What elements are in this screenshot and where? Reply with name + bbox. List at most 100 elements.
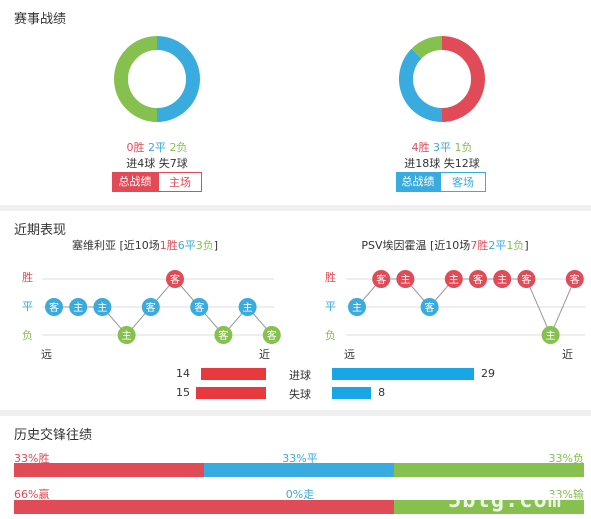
history-loss-pct: 33%负: [548, 452, 584, 465]
left-losses: 2负: [169, 141, 188, 154]
left-form-venue-3: 主: [122, 330, 132, 342]
left-form-point-3[interactable]: [117, 326, 136, 344]
history-draw-pct: 33%平: [282, 452, 318, 465]
left-form-point-1[interactable]: [69, 298, 88, 316]
left-far-label: 远: [41, 348, 52, 361]
history-handicap-bar: [14, 500, 584, 514]
left-form-venue-5: 客: [170, 273, 180, 286]
right-form-point-4[interactable]: [444, 270, 463, 288]
right-near-label: 近: [562, 348, 573, 361]
left-stat-prefix: [近10场: [115, 239, 160, 252]
right-total-record-button[interactable]: 总战绩: [396, 172, 440, 192]
row-label-win-left: 胜: [22, 271, 33, 284]
right-form-venue-4: 主: [449, 274, 459, 286]
left-donut-slice-2: [114, 36, 158, 122]
left-form-venue-9: 客: [267, 329, 277, 342]
left-form-venue-7: 客: [218, 329, 228, 342]
section-title-recent: 近期表现: [14, 223, 67, 238]
left-near-label: 近: [259, 348, 270, 361]
left-form-point-6[interactable]: [190, 298, 209, 316]
right-form-venue-1: 客: [376, 273, 386, 286]
right-form-line: [356, 278, 576, 337]
record-left-goals: 进4球 失7球: [126, 157, 188, 170]
right-form-point-1[interactable]: [372, 270, 391, 288]
left-recent-wins: 1胜: [159, 239, 178, 252]
donut-right: [399, 36, 485, 122]
right-team-name: PSV埃因霍温: [361, 239, 427, 252]
right-donut-slice-1: [399, 48, 443, 122]
right-form-point-5[interactable]: [469, 270, 487, 288]
left-scored-bar: [200, 368, 266, 380]
right-form-venue-3: 客: [425, 301, 435, 314]
donut-left: [114, 36, 200, 122]
left-form-point-8[interactable]: [238, 298, 257, 316]
left-conceded-bar: [196, 387, 266, 399]
left-form-point-7[interactable]: [214, 326, 233, 344]
right-form-point-6[interactable]: [493, 270, 512, 288]
watermark: 5btg.com: [448, 488, 562, 513]
left-stat-suffix: ]: [213, 239, 219, 252]
left-draws: 2平: [148, 141, 166, 154]
right-far-label: 远: [344, 348, 355, 361]
record-right-wdl: 4胜 3平 1负: [382, 139, 502, 155]
row-label-draw-left: 平: [22, 300, 33, 313]
right-form-point-9[interactable]: [565, 270, 584, 288]
section-title-history: 历史交锋往绩: [14, 428, 93, 443]
right-form-point-3[interactable]: [420, 298, 439, 316]
left-form-venue-4: 客: [146, 301, 156, 314]
right-form-point-7[interactable]: [517, 270, 536, 288]
left-home-button[interactable]: 主场: [158, 172, 202, 192]
right-recent-draws: 2平: [488, 239, 507, 252]
hbar1-segment-1: [203, 463, 394, 477]
left-form-point-2[interactable]: [93, 298, 112, 316]
right-form-point-2[interactable]: [396, 270, 415, 288]
conceded-label: 失球: [289, 388, 311, 401]
left-team-name: 塞维利亚: [71, 239, 116, 252]
history-result-bar: [14, 463, 584, 477]
row-label-win-right: 胜: [325, 271, 336, 284]
left-form-venue-1: 主: [73, 302, 83, 314]
right-form-venue-6: 主: [497, 274, 507, 286]
right-conceded-bar: [332, 387, 372, 399]
left-donut-slice-1: [156, 36, 200, 122]
left-form-point-4[interactable]: [141, 298, 160, 316]
right-form-venue-9: 客: [570, 273, 580, 286]
recent-panel: 近期表现 塞维利亚 [近10场1胜6平3负] PSV埃因霍温 [近10场7胜2平…: [0, 211, 591, 410]
hbar2-segment-2: [394, 500, 584, 514]
right-conceded-value: 8: [378, 386, 386, 399]
right-form-venue-7: 客: [521, 273, 531, 286]
right-form-venue-0: 主: [352, 302, 362, 314]
right-form-point-8[interactable]: [541, 326, 560, 344]
right-scored-bar: [332, 368, 474, 380]
right-losses: 1负: [454, 141, 473, 154]
right-wins: 4胜: [411, 141, 430, 154]
recent-right-header: PSV埃因霍温 [近10场7胜2平1负]: [340, 237, 550, 253]
right-away-button[interactable]: 客场: [440, 172, 486, 192]
record-panel: 赛事战绩 0胜 2平 2负 进4球 失7球 总战绩 主场 4胜 3平 1负 进1…: [0, 0, 591, 205]
history-handicap-win-pct: 66%赢: [14, 488, 50, 501]
record-right-goals: 进18球 失12球: [404, 157, 480, 170]
left-recent-draws: 6平: [177, 239, 196, 252]
left-form-point-9[interactable]: [262, 326, 281, 344]
left-form-venue-8: 主: [243, 302, 253, 314]
left-form-venue-0: 客: [49, 301, 59, 314]
right-donut-slice-2: [411, 36, 443, 59]
history-panel: 历史交锋往绩 33%胜 33%平 33%负 66%赢 0%走 33%输 5btg…: [0, 416, 591, 519]
hbar1-segment-0: [14, 463, 204, 477]
left-total-record-button[interactable]: 总战绩: [112, 172, 158, 192]
left-form-point-0[interactable]: [45, 298, 63, 316]
left-conceded-value: 15: [176, 386, 190, 399]
row-label-draw-right: 平: [325, 300, 336, 313]
left-wins: 0胜: [126, 141, 145, 154]
recent-left-header: 塞维利亚 [近10场1胜6平3负]: [40, 237, 250, 253]
left-form-point-5[interactable]: [166, 270, 184, 288]
history-handicap-loss-pct: 33%输: [548, 488, 584, 501]
row-label-loss-left: 负: [22, 329, 33, 342]
right-form-point-0[interactable]: [348, 298, 366, 316]
right-recent-wins: 7胜: [470, 239, 489, 252]
section-title-record: 赛事战绩: [14, 12, 67, 27]
hbar2-segment-0: [14, 500, 395, 514]
left-recent-losses: 3负: [195, 239, 214, 252]
right-scored-value: 29: [481, 367, 495, 380]
right-donut-slice-0: [441, 36, 485, 122]
